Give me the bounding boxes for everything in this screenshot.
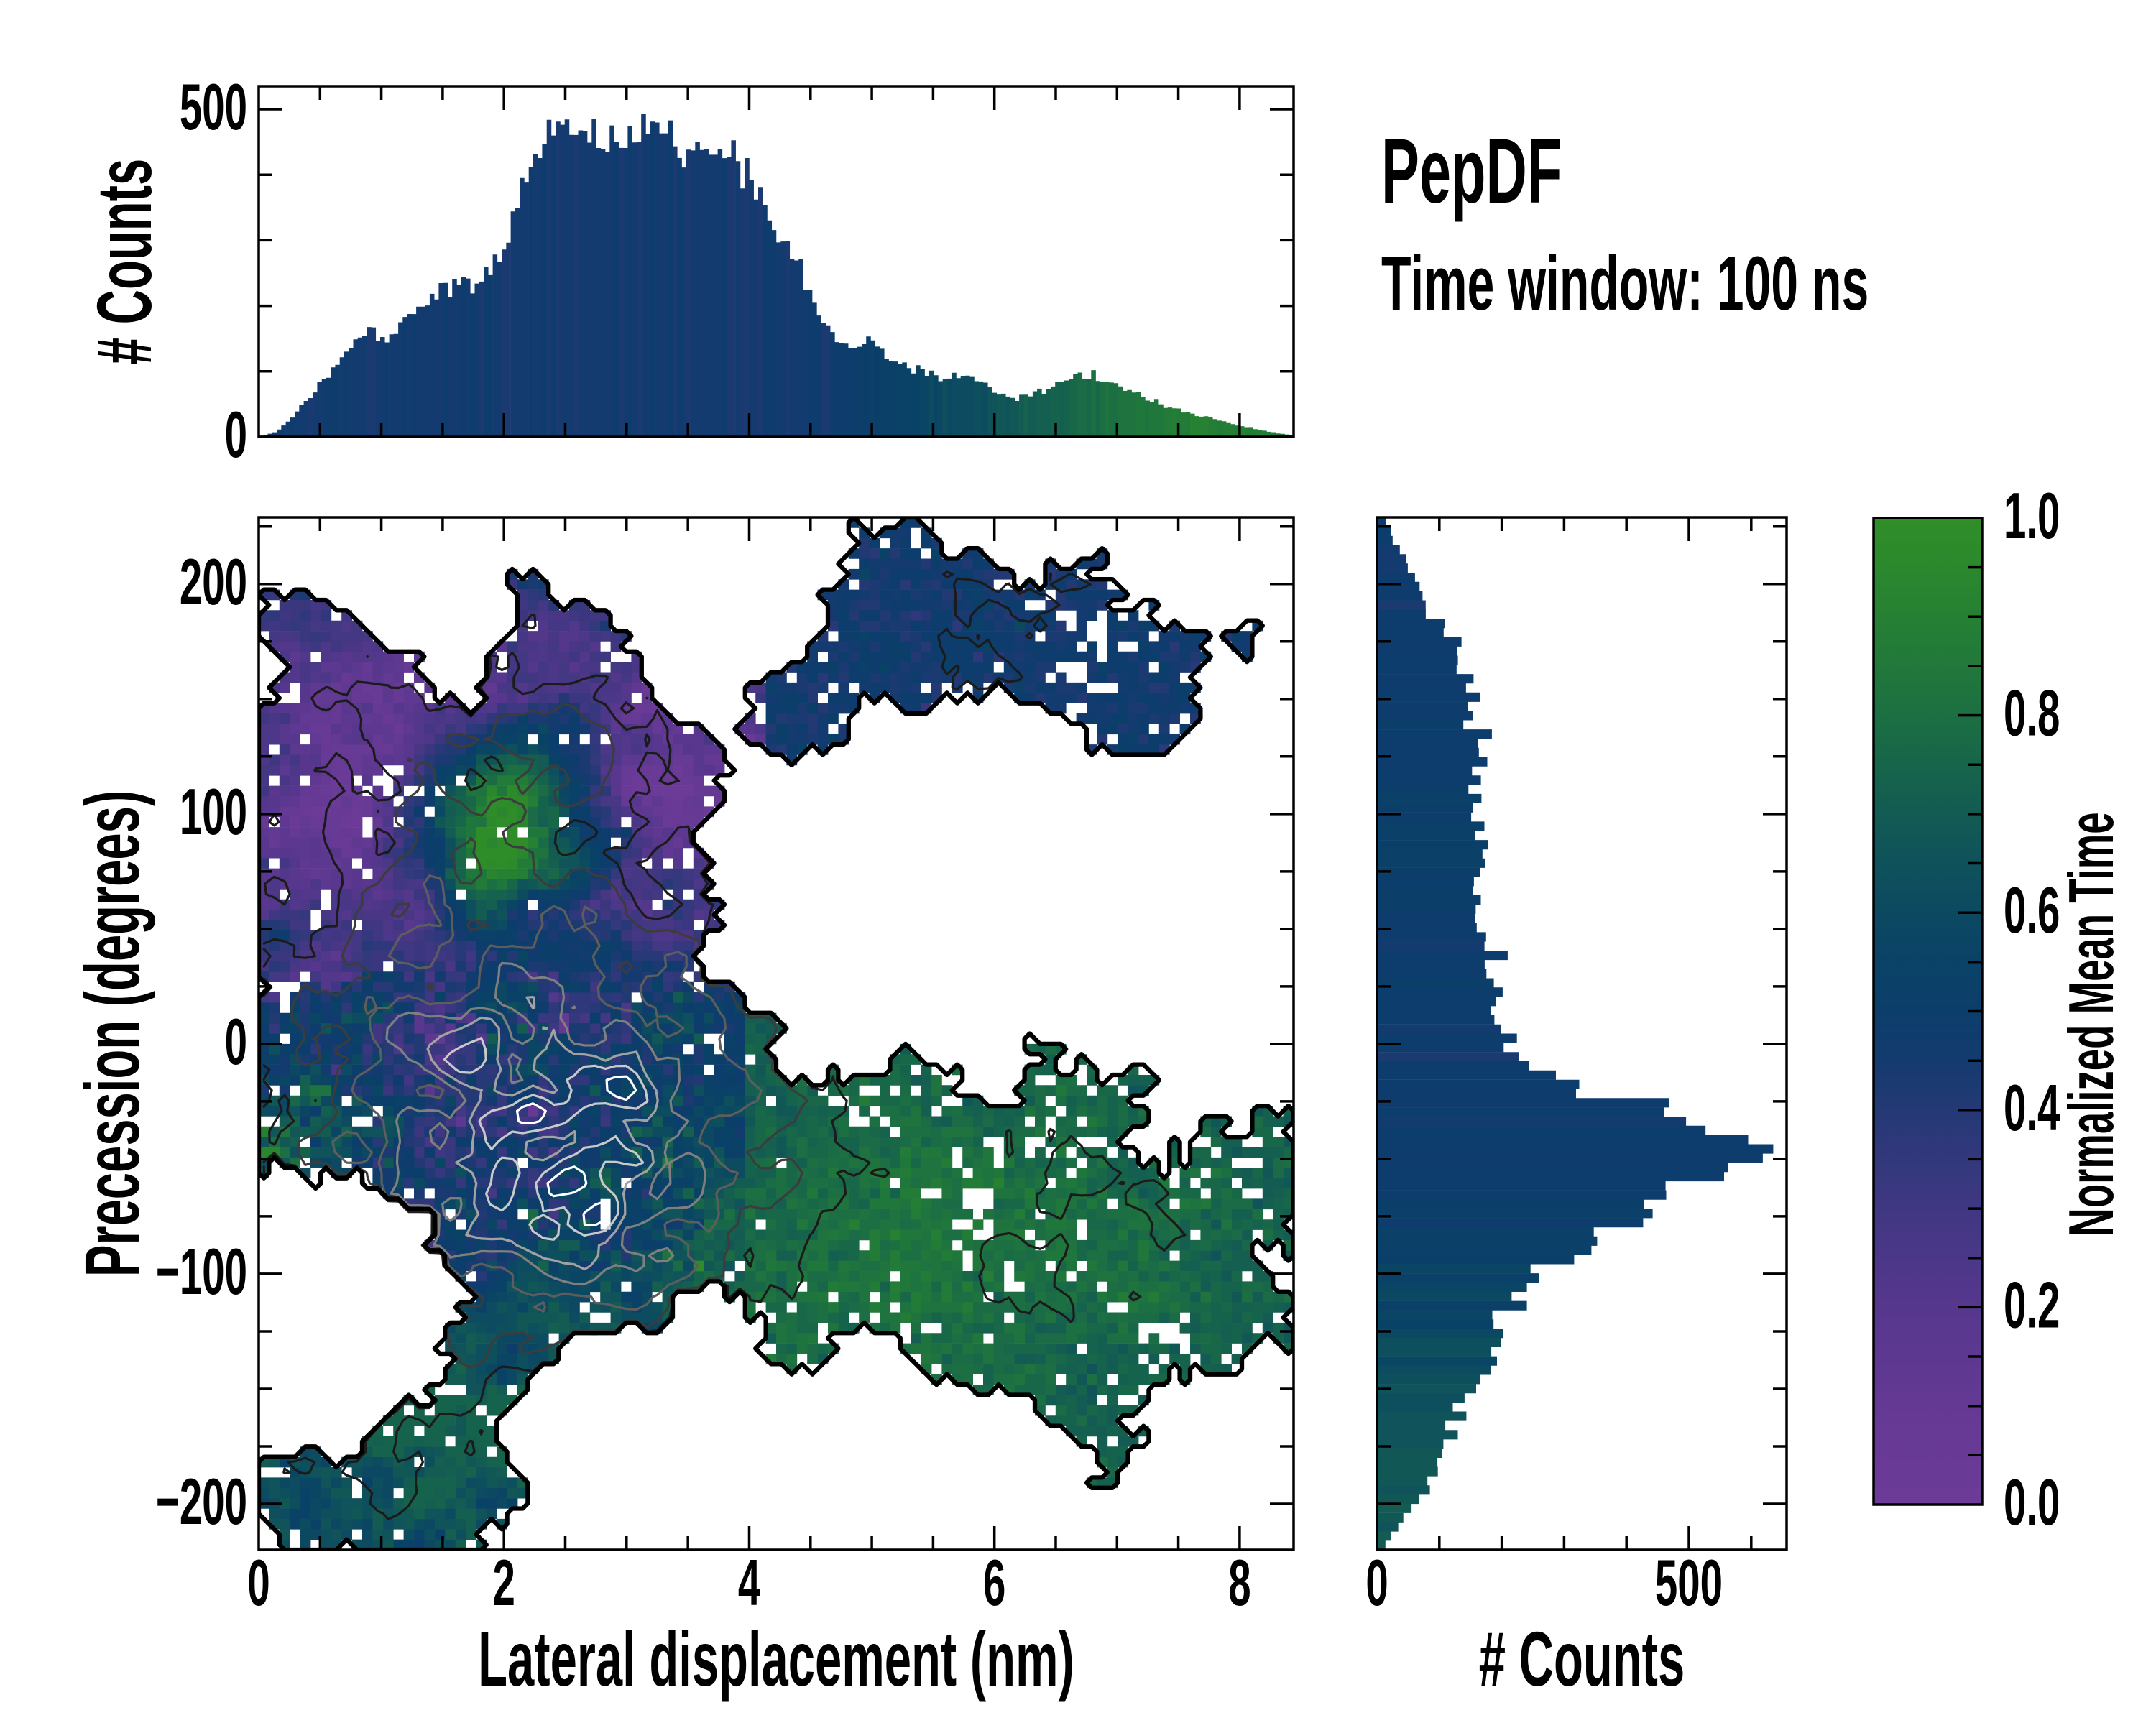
- svg-text:500: 500: [1655, 1546, 1723, 1620]
- svg-text:0: 0: [225, 1005, 247, 1078]
- svg-text:6: 6: [983, 1546, 1005, 1620]
- svg-text:−200: −200: [156, 1465, 247, 1538]
- svg-text:2: 2: [493, 1546, 515, 1620]
- svg-text:0: 0: [247, 1546, 270, 1620]
- svg-text:500: 500: [180, 70, 247, 144]
- svg-text:8: 8: [1228, 1546, 1250, 1620]
- svg-text:PepDF: PepDF: [1381, 120, 1562, 223]
- svg-text:200: 200: [180, 545, 247, 619]
- svg-text:Lateral displacement (nm): Lateral displacement (nm): [478, 1617, 1074, 1703]
- svg-text:0.4: 0.4: [2004, 1071, 2060, 1145]
- svg-text:0.8: 0.8: [2004, 677, 2060, 750]
- svg-text:Normalized Mean Time: Normalized Mean Time: [2056, 812, 2127, 1236]
- svg-text:100: 100: [180, 775, 247, 849]
- svg-text:0.2: 0.2: [2004, 1269, 2060, 1342]
- svg-text:0.6: 0.6: [2004, 874, 2060, 947]
- svg-text:0: 0: [225, 398, 247, 471]
- svg-text:Precession (degrees): Precession (degrees): [70, 790, 156, 1277]
- svg-text:0: 0: [1365, 1546, 1388, 1620]
- svg-text:4: 4: [738, 1546, 760, 1620]
- svg-text:−100: −100: [156, 1235, 247, 1308]
- svg-text:Time window: 100 ns: Time window: 100 ns: [1381, 240, 1869, 325]
- svg-text:0.0: 0.0: [2004, 1466, 2060, 1539]
- svg-text:# Counts: # Counts: [1479, 1617, 1685, 1703]
- svg-text:1.0: 1.0: [2004, 479, 2060, 553]
- svg-text:# Counts: # Counts: [82, 159, 168, 364]
